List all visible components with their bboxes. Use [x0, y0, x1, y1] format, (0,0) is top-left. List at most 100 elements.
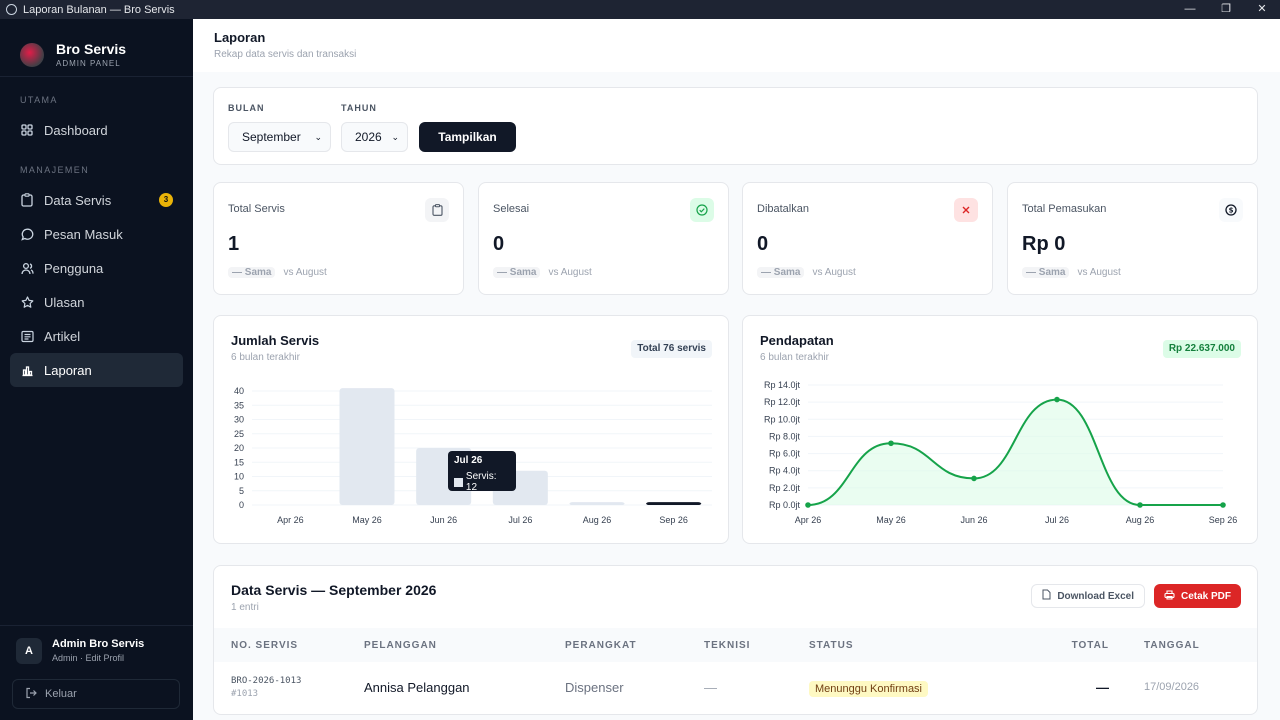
sidebar: Bro Servis ADMIN PANEL UTAMA Dashboard M… [0, 19, 193, 720]
stat-value: 0 [757, 233, 769, 255]
chart-card-pendapatan: Pendapatan 6 bulan terakhir Rp 22.637.00… [742, 315, 1258, 544]
y-tick-label: Rp 0.0jt [769, 500, 801, 510]
stat-value: Rp 0 [1022, 233, 1066, 255]
download-excel-label: Download Excel [1057, 590, 1134, 602]
table-header: NO. SERVIS PELANGGAN PERANGKAT TEKNISI S… [214, 628, 1257, 662]
printer-icon [1164, 589, 1175, 603]
table-row[interactable]: BRO-2026-1013 #1013 Annisa Pelanggan Disp… [214, 662, 1257, 712]
data-point [1137, 502, 1143, 508]
bar [646, 502, 702, 505]
show-button[interactable]: Tampilkan [419, 122, 516, 152]
stat-compare: vs August [1077, 267, 1121, 278]
x-tick-label: Jul 26 [508, 515, 532, 525]
y-tick-label: Rp 6.0jt [769, 449, 801, 459]
x-tick-label: Jun 26 [960, 515, 987, 525]
month-select[interactable]: September ⌄ [228, 122, 331, 152]
date: 17/09/2026 [1144, 681, 1200, 693]
month-label: BULAN [228, 103, 265, 113]
globe-icon [6, 4, 17, 15]
x-tick-label: Apr 26 [795, 515, 822, 525]
stat-card-total-servis: Total Servis 1 — Sama vs August [213, 182, 464, 295]
logout-button[interactable]: Keluar [12, 679, 180, 709]
y-tick-label: Rp 8.0jt [769, 431, 801, 441]
stat-compare: vs August [812, 267, 856, 278]
chart-title: Pendapatan [760, 333, 834, 348]
download-excel-button[interactable]: Download Excel [1031, 584, 1145, 608]
service-id: #1013 [231, 688, 259, 699]
y-tick-label: 5 [239, 486, 244, 496]
clipboard-icon [425, 198, 449, 222]
users-icon [20, 261, 34, 275]
user-profile[interactable]: A Admin Bro Servis Admin · Edit Profil [0, 625, 193, 675]
year-select[interactable]: 2026 ⌄ [341, 122, 408, 152]
year-value: 2026 [355, 130, 382, 144]
maximize-button[interactable]: ❐ [1221, 3, 1231, 15]
page-title: Laporan [214, 30, 266, 45]
tooltip-title: Jul 26 [454, 455, 483, 466]
y-tick-label: Rp 14.0jt [764, 380, 801, 390]
chevron-down-icon: ⌄ [391, 132, 399, 142]
print-pdf-button[interactable]: Cetak PDF [1153, 584, 1241, 608]
stat-compare: vs August [548, 267, 592, 278]
minimize-button[interactable]: — [1184, 3, 1196, 15]
chart-total-badge: Rp 22.637.000 [1162, 340, 1241, 358]
user-name: Admin Bro Servis [52, 638, 145, 650]
y-tick-label: 20 [234, 443, 244, 453]
sidebar-item-dashboard[interactable]: Dashboard [10, 113, 183, 147]
x-tick-label: Jun 26 [430, 515, 457, 525]
col-header-perangkat[interactable]: PERANGKAT [565, 639, 637, 651]
close-button[interactable]: ✕ [1257, 3, 1267, 15]
chart-total-badge: Total 76 servis [631, 340, 712, 358]
chart-tooltip: Jul 26 Servis: 12 [448, 451, 516, 493]
window-title: Laporan Bulanan — Bro Servis [23, 3, 175, 16]
logout-label: Keluar [45, 688, 77, 700]
total-amount: — [1096, 679, 1109, 695]
stat-compare: vs August [283, 267, 327, 278]
x-tick-label: Sep 26 [1209, 515, 1238, 525]
sidebar-item-data-servis[interactable]: Data Servis 3 [10, 183, 183, 217]
stat-label: Dibatalkan [757, 203, 809, 215]
tooltip-label: Servis: 12 [465, 471, 497, 493]
chat-icon [20, 227, 34, 241]
user-role[interactable]: Admin · Edit Profil [52, 653, 125, 663]
sidebar-item-pesan-masuk[interactable]: Pesan Masuk [10, 217, 183, 251]
col-header-total[interactable]: TOTAL [1071, 639, 1109, 651]
brand: Bro Servis ADMIN PANEL [0, 19, 193, 77]
technician: — [704, 679, 717, 695]
stat-change: — Sama [757, 267, 805, 278]
data-table: NO. SERVIS PELANGGAN PERANGKAT TEKNISI S… [214, 628, 1257, 712]
y-tick-label: 10 [234, 472, 244, 482]
page-subtitle: Rekap data servis dan transaksi [214, 49, 357, 60]
bar-chart-icon [20, 363, 34, 377]
stat-card-dibatalkan: Dibatalkan 0 — Sama vs August [742, 182, 993, 295]
col-header-no-servis[interactable]: NO. SERVIS [231, 639, 299, 651]
file-icon [1042, 589, 1051, 603]
x-tick-label: Jul 26 [1045, 515, 1069, 525]
check-circle-icon [690, 198, 714, 222]
area-chart: Rp 0.0jt Rp 2.0jt Rp 4.0jt Rp 6.0jt Rp 8.0jt… [764, 380, 1238, 525]
stat-value: 1 [228, 233, 240, 255]
col-header-tanggal[interactable]: TANGGAL [1144, 639, 1200, 651]
sidebar-item-artikel[interactable]: Artikel [10, 319, 183, 353]
col-header-teknisi[interactable]: TEKNISI [704, 639, 751, 651]
y-tick-label: 0 [239, 500, 244, 510]
sidebar-item-laporan[interactable]: Laporan [10, 353, 183, 387]
data-point [1054, 396, 1060, 403]
notification-badge: 3 [159, 193, 173, 207]
col-header-pelanggan[interactable]: PELANGGAN [364, 639, 437, 651]
x-tick-label: Aug 26 [1126, 515, 1155, 525]
col-header-status[interactable]: STATUS [809, 639, 854, 651]
x-tick-label: May 26 [876, 515, 906, 525]
dollar-icon: $ [1219, 198, 1243, 222]
sidebar-item-pengguna[interactable]: Pengguna [10, 251, 183, 285]
chevron-down-icon: ⌄ [314, 132, 322, 142]
print-pdf-label: Cetak PDF [1180, 590, 1231, 602]
sidebar-item-ulasan[interactable]: Ulasan [10, 285, 183, 319]
bar [339, 388, 395, 505]
data-point [971, 475, 977, 482]
y-tick-label: 40 [234, 386, 244, 396]
x-tick-label: Sep 26 [659, 515, 688, 525]
clipboard-icon [20, 193, 34, 207]
y-tick-label: 25 [234, 429, 244, 439]
avatar: A [16, 637, 42, 664]
